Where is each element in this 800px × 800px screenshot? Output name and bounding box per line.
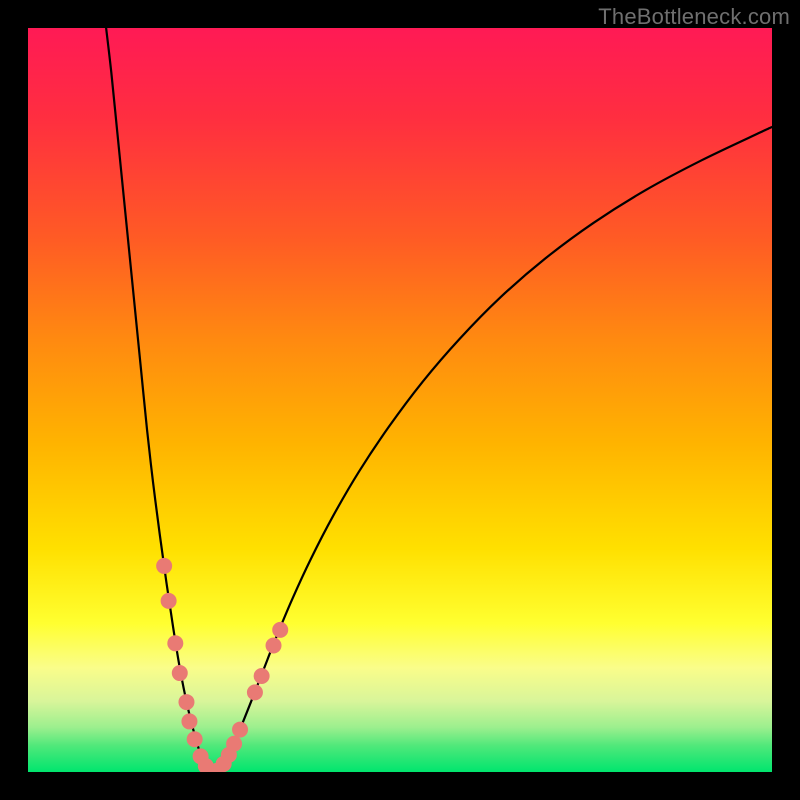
chart-container: TheBottleneck.com [0,0,800,800]
data-marker [178,694,194,710]
data-marker [266,638,282,654]
data-marker [232,722,248,738]
watermark-text: TheBottleneck.com [598,4,790,30]
data-marker [254,668,270,684]
data-marker [161,593,177,609]
data-marker [167,635,183,651]
data-marker [226,736,242,752]
data-marker [172,665,188,681]
data-marker [247,684,263,700]
data-marker [156,558,172,574]
data-marker [181,713,197,729]
data-marker [187,731,203,747]
bottleneck-chart [0,0,800,800]
data-marker [272,622,288,638]
